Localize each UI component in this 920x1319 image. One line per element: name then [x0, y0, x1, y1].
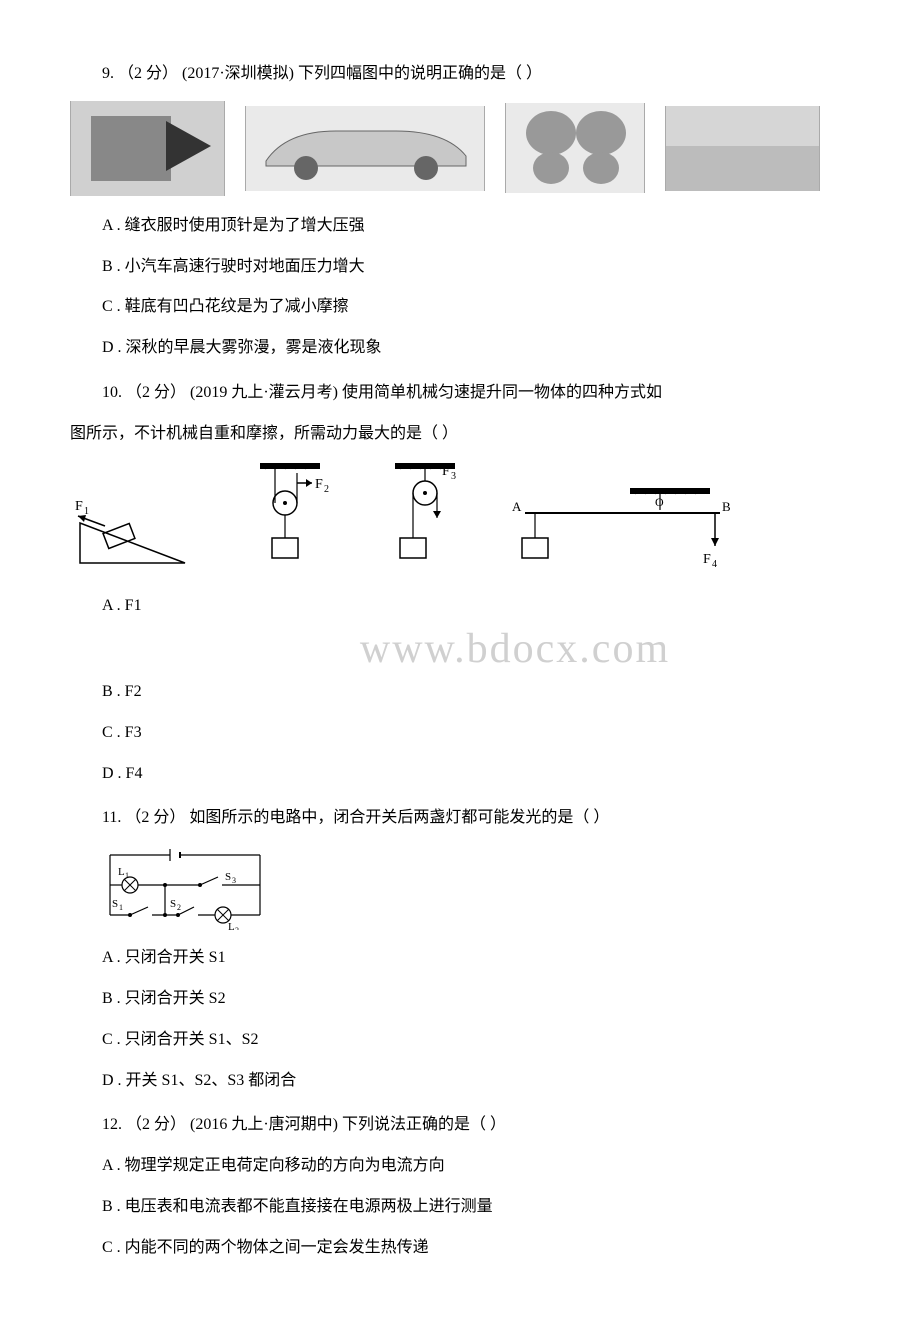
- question-10-prompt-1: 10. （2 分） (2019 九上·灌云月考) 使用简单机械匀速提升同一物体的…: [70, 379, 850, 408]
- q9-image-shoe-sole: [505, 103, 645, 193]
- q11-option-b: B . 只闭合开关 S2: [70, 985, 850, 1014]
- question-9-prompt: 9. （2 分） (2017·深圳模拟) 下列四幅图中的说明正确的是（ ）: [70, 60, 850, 89]
- q11-option-d: D . 开关 S1、S2、S3 都闭合: [70, 1067, 850, 1096]
- svg-text:A: A: [512, 499, 522, 514]
- diagram-inclined-plane: F 1: [70, 498, 200, 578]
- question-9-images: [70, 101, 850, 196]
- question-9: 9. （2 分） (2017·深圳模拟) 下列四幅图中的说明正确的是（ ） A …: [70, 60, 850, 363]
- svg-text:S: S: [170, 898, 176, 910]
- q12-option-c: C . 内能不同的两个物体之间一定会发生热传递: [70, 1234, 850, 1263]
- svg-text:F: F: [703, 552, 711, 567]
- question-11-prompt: 11. （2 分） 如图所示的电路中，闭合开关后两盏灯都可能发光的是（ ）: [70, 804, 850, 833]
- question-11: 11. （2 分） 如图所示的电路中，闭合开关后两盏灯都可能发光的是（ ） S1…: [70, 804, 850, 1095]
- diagram-fixed-pulley: F 3: [380, 463, 470, 578]
- svg-text:4: 4: [712, 559, 717, 570]
- question-10-diagrams: F 1 F 2 F: [70, 463, 850, 578]
- diagram-lever: O A B F 4: [510, 488, 730, 578]
- svg-text:S: S: [225, 871, 231, 883]
- q9-image-thimble: [70, 101, 225, 196]
- question-12: 12. （2 分） (2016 九上·唐河期中) 下列说法正确的是（ ） A .…: [70, 1111, 850, 1262]
- watermark: www.bdocx.com: [180, 612, 850, 688]
- q10-option-c: C . F3: [70, 719, 850, 748]
- svg-text:S: S: [112, 898, 118, 910]
- question-10: 10. （2 分） (2019 九上·灌云月考) 使用简单机械匀速提升同一物体的…: [70, 379, 850, 788]
- svg-text:2: 2: [324, 484, 329, 495]
- svg-text:1: 1: [84, 506, 89, 517]
- q9-option-d: D . 深秋的早晨大雾弥漫，雾是液化现象: [70, 334, 850, 363]
- q10-option-b: B . F2: [70, 678, 850, 707]
- svg-text:2: 2: [177, 903, 181, 912]
- q9-option-c: C . 鞋底有凹凸花纹是为了减小摩擦: [70, 293, 850, 322]
- svg-text:F: F: [315, 477, 323, 492]
- svg-text:L: L: [228, 921, 235, 930]
- question-12-prompt: 12. （2 分） (2016 九上·唐河期中) 下列说法正确的是（ ）: [70, 1111, 850, 1140]
- q11-option-c: C . 只闭合开关 S1、S2: [70, 1026, 850, 1055]
- question-11-circuit: S1 S2 L2 L1 S3: [100, 845, 850, 930]
- q9-image-fog: [665, 106, 820, 191]
- svg-text:3: 3: [451, 471, 456, 482]
- svg-text:2: 2: [235, 926, 239, 930]
- svg-text:1: 1: [119, 903, 123, 912]
- svg-text:F: F: [442, 464, 450, 479]
- q9-option-b: B . 小汽车高速行驶时对地面压力增大: [70, 253, 850, 282]
- q10-option-d: D . F4: [70, 760, 850, 789]
- svg-text:F: F: [75, 499, 83, 514]
- q12-option-a: A . 物理学规定正电荷定向移动的方向为电流方向: [70, 1152, 850, 1181]
- q9-image-car: [245, 106, 485, 191]
- svg-text:1: 1: [125, 871, 129, 880]
- svg-text:O: O: [655, 495, 664, 509]
- svg-text:L: L: [118, 866, 125, 878]
- q12-option-b: B . 电压表和电流表都不能直接接在电源两极上进行测量: [70, 1193, 850, 1222]
- q10-option-a: A . F1: [70, 592, 850, 621]
- q9-option-a: A . 缝衣服时使用顶针是为了增大压强: [70, 212, 850, 241]
- svg-text:3: 3: [232, 876, 236, 885]
- question-10-prompt-2: 图所示，不计机械自重和摩擦，所需动力最大的是（ ）: [70, 420, 850, 449]
- q11-option-a: A . 只闭合开关 S1: [70, 944, 850, 973]
- svg-text:B: B: [722, 499, 730, 514]
- diagram-movable-pulley: F 2: [240, 463, 340, 578]
